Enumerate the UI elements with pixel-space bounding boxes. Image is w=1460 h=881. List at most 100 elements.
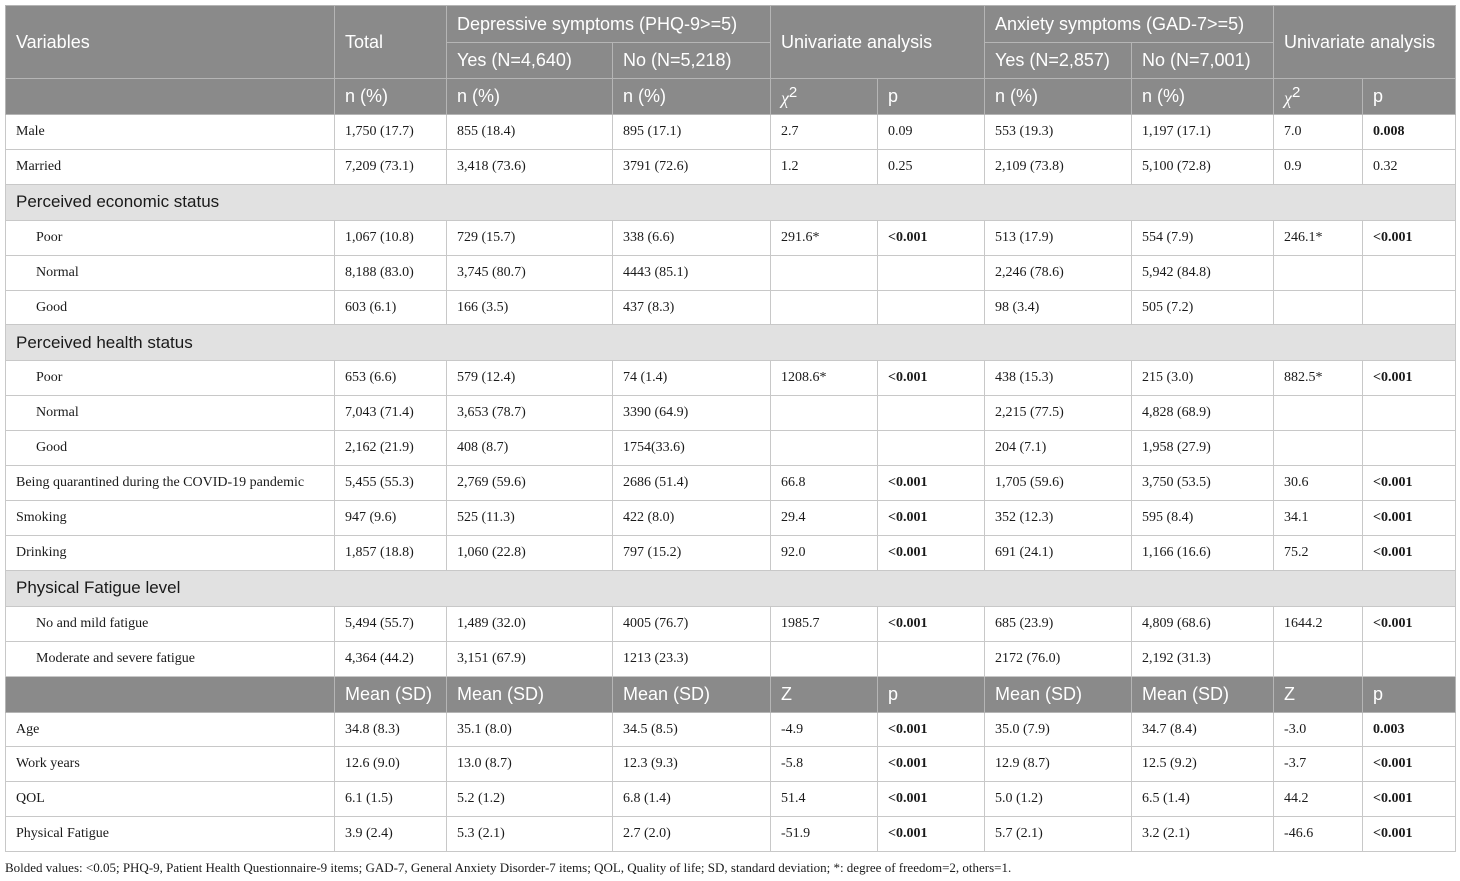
dep-p-cell: <0.001 — [876, 219, 986, 256]
header-variables: Variables — [5, 5, 335, 79]
dep-no-cell: 895 (17.1) — [612, 114, 771, 150]
dep-p-cell — [876, 395, 986, 432]
mean-header-total: Mean (SD) — [334, 675, 447, 713]
anx-yes-cell: 2172 (76.0) — [984, 640, 1133, 677]
dep-p-cell: 0.25 — [876, 148, 986, 185]
dep-p-cell: <0.001 — [876, 781, 986, 818]
dep-yes-cell: 729 (15.7) — [446, 219, 613, 256]
dep-yes-cell: 35.1 (8.0) — [446, 711, 613, 748]
total-cell: 3.9 (2.4) — [334, 816, 447, 853]
total-cell: 603 (6.1) — [334, 289, 447, 326]
row-label: Work years — [5, 746, 335, 783]
dep-p-cell: <0.001 — [876, 500, 986, 536]
table-row: Normal 8,188 (83.0) 3,745 (80.7) 4443 (85.1… — [5, 254, 1457, 291]
dep-yes-cell: 3,745 (80.7) — [446, 254, 613, 291]
dep-no-cell: 74 (1.4) — [612, 360, 771, 397]
anx-stat-cell: 1644.2 — [1273, 605, 1364, 642]
anx-stat-cell: 0.9 — [1273, 148, 1364, 185]
table-row: Normal 7,043 (71.4) 3,653 (78.7) 3390 (64.9… — [5, 395, 1457, 432]
mean-header-z: Z — [770, 675, 878, 713]
anx-no-cell: 595 (8.4) — [1131, 500, 1275, 536]
dep-stat-cell: 92.0 — [770, 534, 878, 571]
anx-yes-cell: 513 (17.9) — [984, 219, 1133, 256]
mean-header-p: p — [876, 675, 986, 713]
header-anx-yes: Yes (N=2,857) — [984, 42, 1133, 79]
anx-stat-cell — [1273, 640, 1364, 677]
anx-p-cell — [1362, 430, 1457, 467]
row-label: Age — [5, 711, 335, 748]
row-label: Poor — [5, 219, 335, 256]
section-row: Perceived health status — [4, 324, 1457, 362]
dep-stat-cell: 2.7 — [770, 114, 878, 150]
dep-no-cell: 12.3 (9.3) — [612, 746, 771, 783]
total-cell: 1,750 (17.7) — [334, 114, 447, 150]
row-label: Normal — [5, 254, 335, 291]
section-row: Physical Fatigue level — [4, 569, 1457, 607]
total-cell: 2,162 (21.9) — [334, 430, 447, 467]
table-row: Good 2,162 (21.9) 408 (8.7) 1754(33.6) 204 (… — [5, 430, 1457, 467]
anx-p-cell: 0.003 — [1362, 711, 1457, 748]
total-cell: 6.1 (1.5) — [334, 781, 447, 818]
total-cell: 4,364 (44.2) — [334, 640, 447, 677]
row-label: Physical Fatigue — [5, 816, 335, 853]
row-label: Smoking — [5, 500, 335, 536]
dep-stat-cell — [770, 430, 878, 467]
total-cell: 5,494 (55.7) — [334, 605, 447, 642]
anx-yes-cell: 204 (7.1) — [984, 430, 1133, 467]
total-cell: 7,209 (73.1) — [334, 148, 447, 185]
anx-p-cell: <0.001 — [1362, 360, 1457, 397]
anx-stat-cell — [1273, 254, 1364, 291]
dep-yes-cell: 579 (12.4) — [446, 360, 613, 397]
row-label: Male — [5, 114, 335, 150]
dep-no-cell: 797 (15.2) — [612, 534, 771, 571]
total-cell: 12.6 (9.0) — [334, 746, 447, 783]
header-p: p — [1362, 78, 1457, 115]
anx-p-cell: 0.008 — [1362, 114, 1457, 150]
anx-stat-cell: 7.0 — [1273, 114, 1364, 150]
anx-stat-cell: 30.6 — [1273, 465, 1364, 502]
header-n-pct: n (%) — [446, 78, 613, 115]
anx-p-cell — [1362, 395, 1457, 432]
dep-yes-cell: 166 (3.5) — [446, 289, 613, 326]
anx-no-cell: 5,942 (84.8) — [1131, 254, 1275, 291]
dep-yes-cell: 1,060 (22.8) — [446, 534, 613, 571]
total-cell: 7,043 (71.4) — [334, 395, 447, 432]
dep-no-cell: 422 (8.0) — [612, 500, 771, 536]
dep-yes-cell: 13.0 (8.7) — [446, 746, 613, 783]
dep-p-cell: <0.001 — [876, 465, 986, 502]
dep-no-cell: 1213 (23.3) — [612, 640, 771, 677]
dep-no-cell: 338 (6.6) — [612, 219, 771, 256]
anx-p-cell: <0.001 — [1362, 500, 1457, 536]
table-row: Poor 1,067 (10.8) 729 (15.7) 338 (6.6) 291.6… — [5, 219, 1457, 256]
dep-yes-cell: 3,151 (67.9) — [446, 640, 613, 677]
dep-p-cell: <0.001 — [876, 711, 986, 748]
anx-no-cell: 215 (3.0) — [1131, 360, 1275, 397]
dep-no-cell: 3390 (64.9) — [612, 395, 771, 432]
mean-header-empty — [5, 675, 335, 713]
dep-p-cell: <0.001 — [876, 816, 986, 853]
table-row: Work years 12.6 (9.0) 13.0 (8.7) 12.3 (9.3)… — [5, 746, 1457, 783]
row-label: No and mild fatigue — [5, 605, 335, 642]
dep-stat-cell: 29.4 — [770, 500, 878, 536]
header-dep-yes: Yes (N=4,640) — [446, 42, 613, 79]
dep-yes-cell: 3,653 (78.7) — [446, 395, 613, 432]
mean-header-dep-yes: Mean (SD) — [446, 675, 613, 713]
header-chi-square: χ2 — [770, 78, 878, 115]
anx-yes-cell: 98 (3.4) — [984, 289, 1133, 326]
dep-p-cell — [876, 254, 986, 291]
section-title: Perceived economic status — [4, 183, 1457, 221]
table-row: Physical Fatigue 3.9 (2.4) 5.3 (2.1) 2.7 (2… — [5, 816, 1457, 853]
dep-stat-cell: 51.4 — [770, 781, 878, 818]
anx-p-cell: <0.001 — [1362, 781, 1457, 818]
anx-no-cell: 4,809 (68.6) — [1131, 605, 1275, 642]
section-row: Perceived economic status — [4, 183, 1457, 221]
anx-p-cell: <0.001 — [1362, 534, 1457, 571]
total-cell: 5,455 (55.3) — [334, 465, 447, 502]
footnote: Bolded values: <0.05; PHQ-9, Patient Hea… — [5, 860, 1012, 875]
dep-stat-cell: -4.9 — [770, 711, 878, 748]
table-row: Male 1,750 (17.7) 855 (18.4) 895 (17.1) 2.7 0… — [5, 114, 1457, 150]
anx-stat-cell — [1273, 395, 1364, 432]
dep-stat-cell: 1208.6* — [770, 360, 878, 397]
anx-stat-cell: 44.2 — [1273, 781, 1364, 818]
table-row: Age 34.8 (8.3) 35.1 (8.0) 34.5 (8.5) -4.9 <0.… — [5, 711, 1457, 748]
